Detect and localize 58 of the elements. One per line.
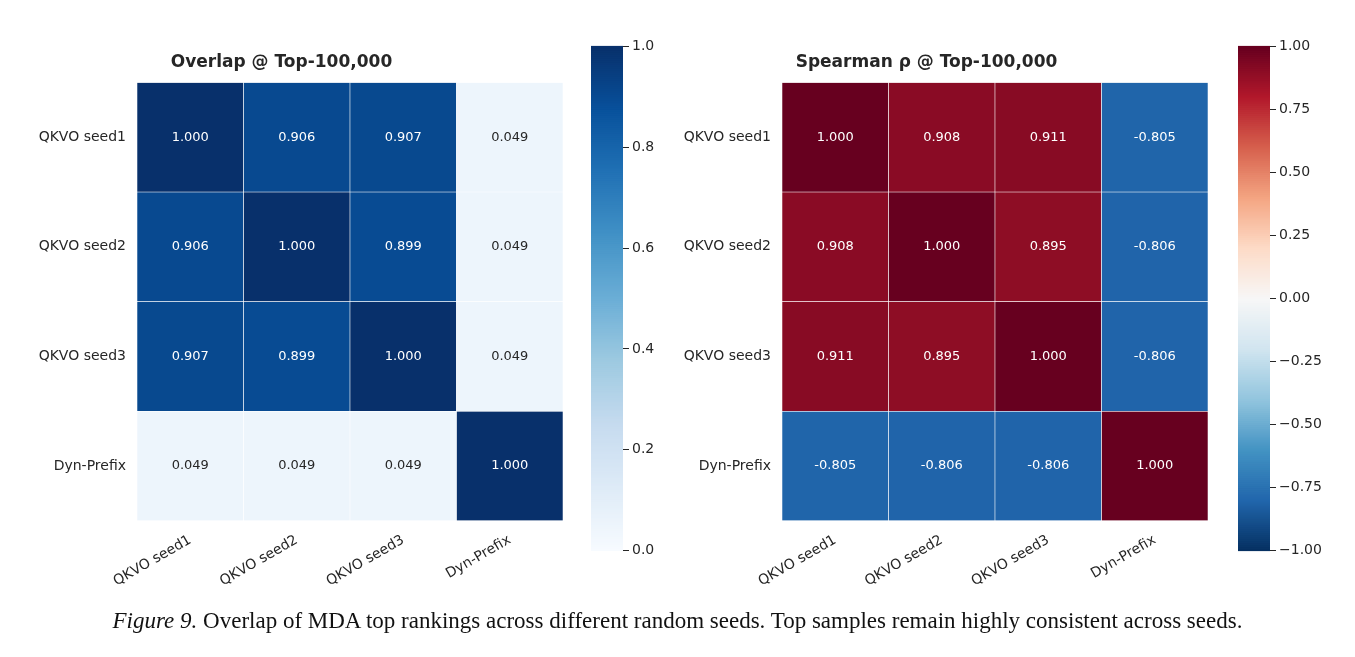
chart-title: Spearman ρ @ Top-100,000 bbox=[795, 50, 1058, 71]
color-bar-label: 0.0 bbox=[632, 541, 655, 558]
data-label: 0.906 bbox=[278, 128, 316, 144]
data-label: -0.806 bbox=[1133, 238, 1176, 254]
color-bar-label: 0.25 bbox=[1279, 226, 1311, 243]
y-tick-label: QKVO seed1 bbox=[38, 127, 126, 144]
data-label: 1.000 bbox=[278, 238, 316, 254]
color-bar-label: 0.2 bbox=[632, 440, 655, 457]
color-bar-label: 0.50 bbox=[1279, 163, 1311, 180]
data-label: 0.911 bbox=[1029, 128, 1067, 144]
data-label: 0.899 bbox=[384, 238, 422, 254]
color-bar-label: 0.8 bbox=[632, 137, 655, 154]
data-label: 0.907 bbox=[384, 128, 422, 144]
y-tick-label: QKVO seed3 bbox=[683, 347, 771, 364]
data-label: 0.049 bbox=[171, 457, 209, 473]
y-tick-label: Dyn-Prefix bbox=[53, 456, 126, 473]
color-bar-label: −1.00 bbox=[1279, 541, 1322, 558]
color-bar-label: −0.25 bbox=[1279, 352, 1322, 369]
data-label: 1.000 bbox=[816, 128, 854, 144]
color-bar-label: 0.00 bbox=[1279, 289, 1311, 306]
color-bar-label: 0.6 bbox=[632, 238, 655, 255]
data-label: 1.000 bbox=[923, 238, 961, 254]
caption: Figure 9. Overlap of MDA top rankings across different random seeds. Top samples remain highly consistent across seeds. bbox=[111, 608, 1244, 634]
data-label: 0.895 bbox=[923, 347, 961, 363]
data-label: 0.049 bbox=[384, 457, 422, 473]
color-bar-label: 0.4 bbox=[632, 339, 655, 356]
y-tick-label: QKVO seed1 bbox=[683, 127, 771, 144]
y-tick-label: Dyn-Prefix bbox=[698, 456, 771, 473]
color-bar-label: 1.00 bbox=[1279, 37, 1311, 54]
data-label: 0.911 bbox=[816, 347, 854, 363]
data-label: 1.000 bbox=[491, 457, 529, 473]
data-label: 0.906 bbox=[171, 238, 209, 254]
data-label: -0.806 bbox=[1133, 347, 1176, 363]
y-tick-label: QKVO seed2 bbox=[683, 237, 771, 254]
data-label: 0.049 bbox=[491, 347, 529, 363]
data-label: 0.049 bbox=[491, 238, 529, 254]
data-label: 1.000 bbox=[1136, 457, 1174, 473]
data-label: -0.806 bbox=[920, 457, 963, 473]
data-label: -0.805 bbox=[814, 457, 857, 473]
chart-title: Overlap @ Top-100,000 bbox=[170, 50, 393, 71]
data-label: 0.908 bbox=[923, 128, 961, 144]
color-bar-label: −0.75 bbox=[1279, 478, 1322, 495]
data-label: 1.000 bbox=[1029, 347, 1067, 363]
data-label: 1.000 bbox=[384, 347, 422, 363]
data-label: 1.000 bbox=[171, 128, 209, 144]
data-label: 0.907 bbox=[171, 347, 209, 363]
data-label: 0.049 bbox=[278, 457, 316, 473]
data-label: 0.908 bbox=[816, 238, 854, 254]
data-label: 0.895 bbox=[1029, 238, 1067, 254]
data-label: 0.049 bbox=[491, 128, 529, 144]
y-tick-label: QKVO seed3 bbox=[38, 347, 126, 364]
data-label: 0.899 bbox=[278, 347, 316, 363]
color-bar-label: 1.0 bbox=[632, 37, 655, 54]
data-label: -0.805 bbox=[1133, 128, 1176, 144]
data-label: -0.806 bbox=[1027, 457, 1070, 473]
color-bar-label: −0.50 bbox=[1279, 415, 1322, 432]
y-tick-label: QKVO seed2 bbox=[38, 237, 126, 254]
color-bar-label: 0.75 bbox=[1279, 100, 1311, 117]
